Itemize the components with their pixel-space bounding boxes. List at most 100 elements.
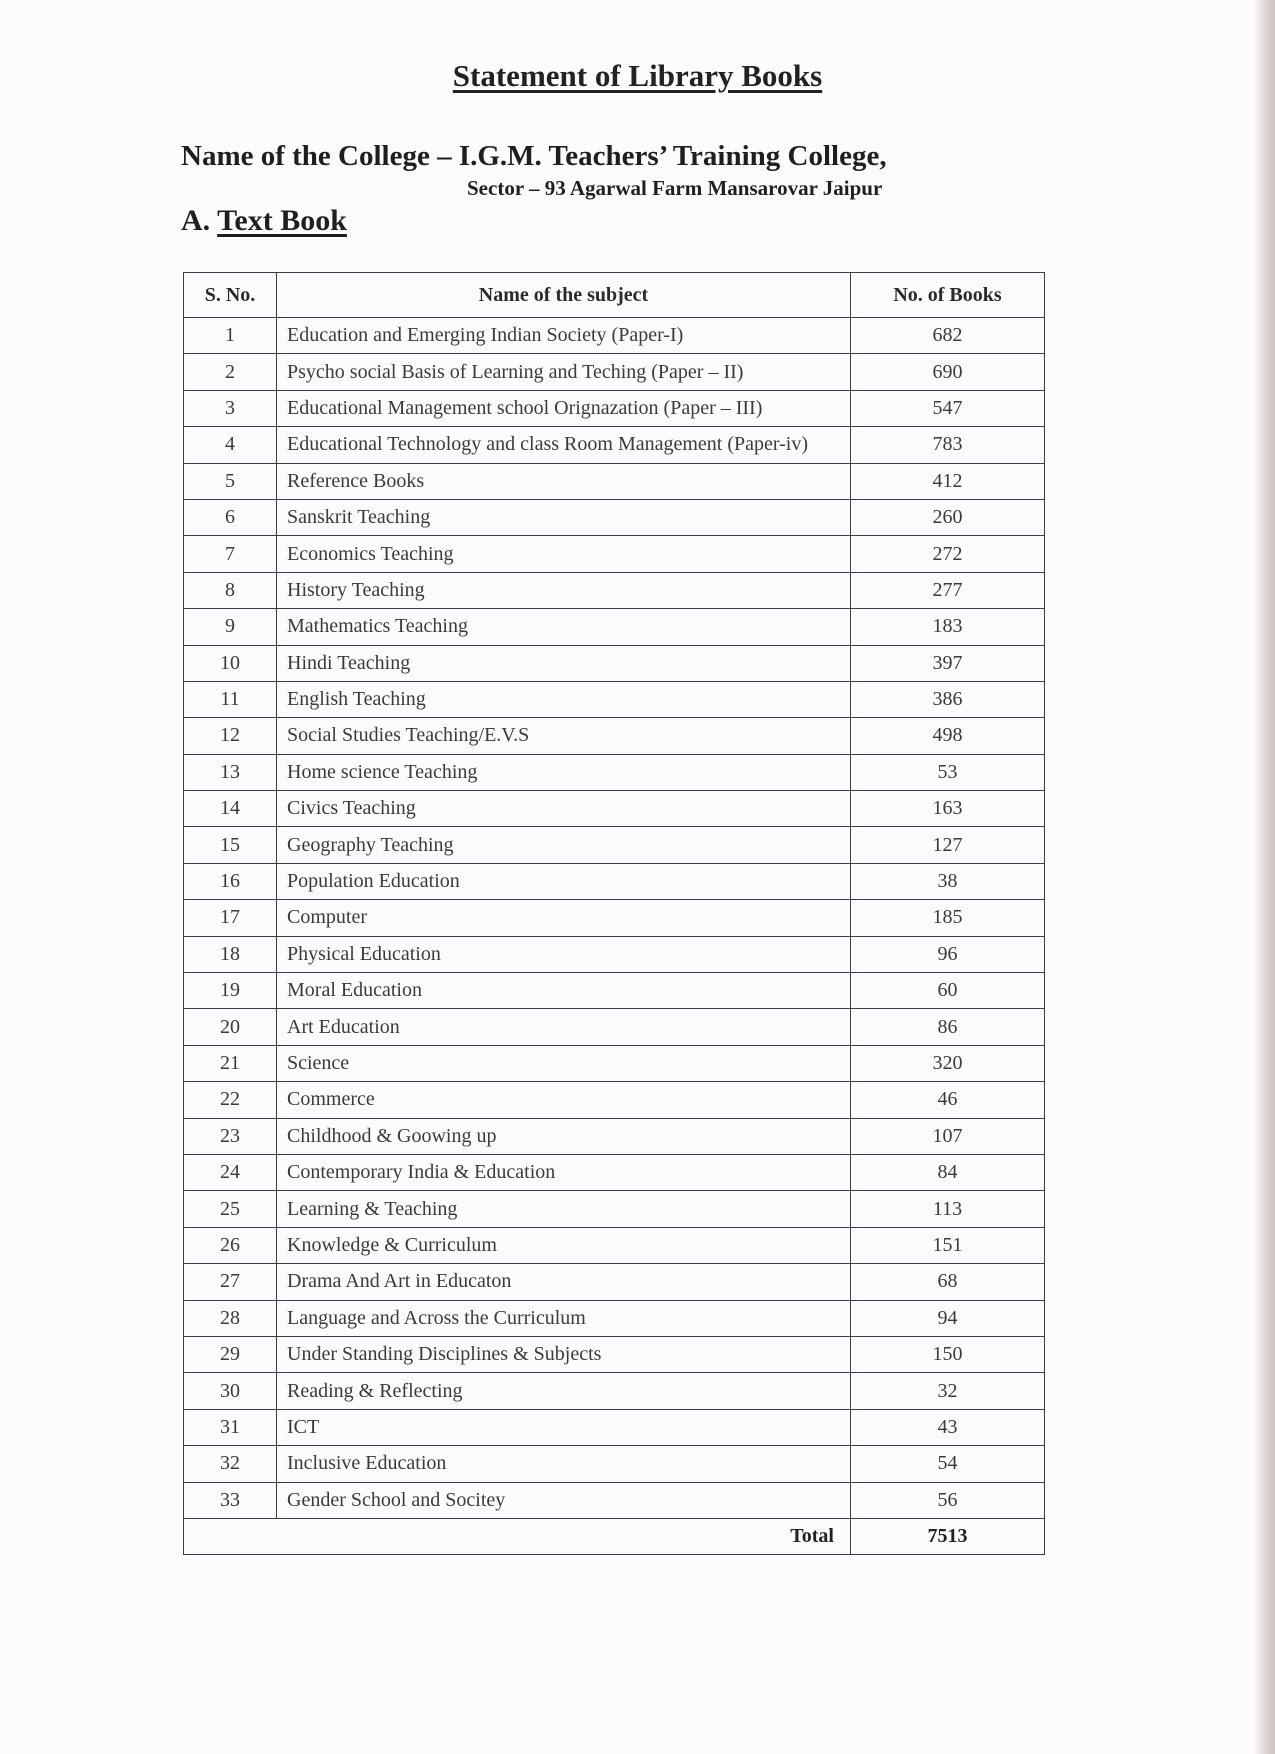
cell-sno: 25 (183, 1190, 277, 1228)
cell-subject: Civics Teaching (276, 790, 851, 828)
cell-sno: 31 (183, 1408, 277, 1447)
cell-sno: 20 (183, 1008, 277, 1046)
table-row: 9 Mathematics Teaching 183 (183, 608, 1045, 646)
table-row: 31 ICT 43 (183, 1408, 1045, 1447)
cell-books: 783 (850, 426, 1045, 464)
cell-books: 94 (850, 1299, 1045, 1337)
cell-books: 53 (850, 753, 1045, 792)
cell-subject: Science (276, 1044, 851, 1083)
cell-books: 127 (850, 826, 1045, 864)
table-row: 25 Learning & Teaching 113 (183, 1190, 1045, 1228)
cell-books: 43 (850, 1408, 1045, 1447)
cell-sno: 33 (183, 1481, 277, 1519)
table-row: 26 Knowledge & Curriculum 151 (183, 1226, 1045, 1265)
cell-books: 547 (850, 389, 1045, 428)
cell-sno: 22 (183, 1081, 277, 1119)
header-subject: Name of the subject (276, 272, 851, 318)
cell-books: 397 (850, 644, 1045, 682)
table-row: 15 Geography Teaching 127 (183, 826, 1045, 864)
cell-books: 32 (850, 1372, 1045, 1410)
table-row: 27 Drama And Art in Educaton 68 (183, 1263, 1045, 1301)
cell-sno: 18 (183, 935, 277, 974)
total-value: 7513 (850, 1517, 1045, 1556)
cell-sno: 30 (183, 1372, 277, 1410)
cell-books: 163 (850, 790, 1045, 828)
table-row: 32 Inclusive Education 54 (183, 1445, 1045, 1483)
cell-sno: 21 (183, 1044, 277, 1083)
cell-books: 690 (850, 353, 1045, 391)
cell-books: 320 (850, 1044, 1045, 1083)
table-row: 2 Psycho social Basis of Learning and Tec… (183, 353, 1045, 391)
table-row: 8 History Teaching 277 (183, 571, 1045, 610)
cell-sno: 32 (183, 1445, 277, 1483)
cell-subject: English Teaching (276, 680, 851, 719)
cell-books: 185 (850, 899, 1045, 937)
cell-books: 150 (850, 1335, 1045, 1374)
cell-books: 68 (850, 1263, 1045, 1301)
cell-books: 386 (850, 680, 1045, 719)
cell-subject: Knowledge & Curriculum (276, 1226, 851, 1265)
table-row: 33 Gender School and Socitey 56 (183, 1481, 1045, 1519)
cell-books: 682 (850, 316, 1045, 355)
section-prefix: A. (181, 204, 211, 237)
cell-sno: 8 (183, 571, 277, 610)
header-books: No. of Books (850, 272, 1045, 318)
cell-subject: Social Studies Teaching/E.V.S (276, 717, 851, 755)
cell-books: 84 (850, 1153, 1045, 1192)
cell-sno: 16 (183, 862, 277, 901)
college-address: Sector – 93 Agarwal Farm Mansarovar Jaip… (467, 176, 883, 200)
cell-sno: 23 (183, 1117, 277, 1155)
cell-subject: Reading & Reflecting (276, 1372, 851, 1410)
cell-subject: Learning & Teaching (276, 1190, 851, 1228)
total-label: Total (183, 1517, 851, 1556)
scan-edge (1253, 0, 1275, 1754)
cell-books: 113 (850, 1190, 1045, 1228)
cell-subject: Psycho social Basis of Learning and Tech… (276, 353, 851, 391)
cell-subject: Commerce (276, 1081, 851, 1119)
cell-subject: ICT (276, 1408, 851, 1447)
cell-sno: 1 (183, 316, 277, 355)
table-row: 30 Reading & Reflecting 32 (183, 1372, 1045, 1410)
cell-sno: 24 (183, 1153, 277, 1192)
cell-books: 54 (850, 1445, 1045, 1483)
cell-sno: 26 (183, 1226, 277, 1265)
table-row: 1 Education and Emerging Indian Society (… (183, 316, 1045, 355)
table-row: 28 Language and Across the Curriculum 94 (183, 1299, 1045, 1337)
cell-subject: Hindi Teaching (276, 644, 851, 682)
cell-sno: 12 (183, 717, 277, 755)
cell-sno: 14 (183, 790, 277, 828)
cell-books: 151 (850, 1226, 1045, 1265)
document-title: Statement of Library Books (0, 58, 1275, 94)
cell-subject: Under Standing Disciplines & Subjects (276, 1335, 851, 1374)
cell-books: 86 (850, 1008, 1045, 1046)
cell-books: 412 (850, 462, 1045, 500)
cell-sno: 5 (183, 462, 277, 500)
cell-books: 60 (850, 972, 1045, 1010)
section-heading: A. Text Book (181, 204, 347, 238)
cell-books: 96 (850, 935, 1045, 974)
table-row: 29 Under Standing Disciplines & Subjects 1… (183, 1335, 1045, 1374)
cell-subject: Art Education (276, 1008, 851, 1046)
table-row: 11 English Teaching 386 (183, 680, 1045, 719)
cell-subject: Inclusive Education (276, 1445, 851, 1483)
table-row: 24 Contemporary India & Education 84 (183, 1153, 1045, 1192)
table-row: 18 Physical Education 96 (183, 935, 1045, 974)
table-row: 17 Computer 185 (183, 899, 1045, 937)
cell-sno: 28 (183, 1299, 277, 1337)
cell-subject: Computer (276, 899, 851, 937)
cell-subject: Drama And Art in Educaton (276, 1263, 851, 1301)
table-row: 20 Art Education 86 (183, 1008, 1045, 1046)
table-row: 12 Social Studies Teaching/E.V.S 498 (183, 717, 1045, 755)
cell-books: 38 (850, 862, 1045, 901)
cell-books: 272 (850, 535, 1045, 573)
table-row: 5 Reference Books 412 (183, 462, 1045, 500)
cell-books: 46 (850, 1081, 1045, 1119)
cell-subject: History Teaching (276, 571, 851, 610)
cell-subject: Reference Books (276, 462, 851, 500)
cell-subject: Education and Emerging Indian Society (P… (276, 316, 851, 355)
cell-books: 498 (850, 717, 1045, 755)
cell-books: 183 (850, 608, 1045, 646)
cell-subject: Childhood & Goowing up (276, 1117, 851, 1155)
cell-sno: 10 (183, 644, 277, 682)
cell-sno: 11 (183, 680, 277, 719)
